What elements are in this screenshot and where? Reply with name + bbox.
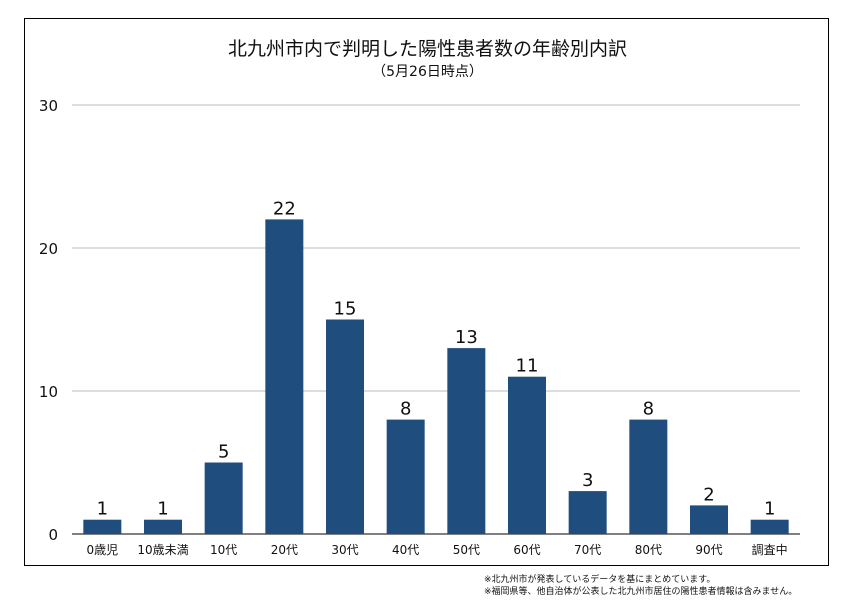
x-tick-label: 70代 [574, 543, 601, 557]
bar [144, 519, 182, 534]
data-label: 13 [455, 327, 478, 348]
bar [386, 419, 425, 534]
data-label: 2 [703, 484, 714, 505]
y-tick-label: 30 [39, 97, 58, 115]
x-tick-label: 10歳未満 [137, 543, 188, 557]
bar [265, 219, 304, 534]
chart-subtitle: （5月26日時点） [372, 64, 483, 80]
bar [750, 519, 789, 534]
x-tick-label: 30代 [331, 543, 358, 557]
bar [508, 376, 546, 534]
data-label: 8 [643, 399, 654, 420]
data-label: 11 [516, 356, 539, 377]
chart-title: 北九州市内で判明した陽性患者数の年齢別内訳 [227, 38, 627, 60]
x-tick-label: 20代 [271, 543, 298, 557]
x-tick-label: 0歳児 [87, 543, 119, 557]
y-tick-label: 0 [48, 526, 58, 544]
x-tick-label: 90代 [695, 543, 722, 557]
x-tick-label: 10代 [210, 543, 237, 557]
x-tick-label: 40代 [392, 543, 419, 557]
data-label: 1 [764, 499, 775, 520]
y-tick-label: 20 [39, 240, 58, 258]
bar [83, 519, 122, 534]
x-tick-label: 60代 [513, 543, 540, 557]
data-label: 1 [157, 499, 168, 520]
bar [326, 319, 364, 534]
footnote-2: ※福岡県等、他自治体が公表した北九州市居住の陽性患者情報は含みません。 [484, 587, 798, 597]
bar [629, 419, 668, 534]
data-label: 3 [582, 470, 593, 491]
bar [204, 462, 243, 534]
x-tick-label: 50代 [453, 543, 480, 557]
y-tick-label: 10 [39, 383, 58, 401]
data-label: 15 [334, 299, 357, 320]
bar [447, 348, 486, 534]
bar [690, 505, 728, 534]
footnote-1: ※北九州市が発表しているデータを基にまとめています。 [484, 575, 716, 585]
data-label: 5 [218, 442, 229, 463]
chart-frame [24, 18, 829, 566]
x-tick-label: 調査中 [752, 542, 788, 557]
data-label: 22 [273, 198, 296, 219]
data-label: 8 [400, 399, 411, 420]
data-label: 1 [97, 499, 108, 520]
bar [568, 491, 607, 534]
x-tick-label: 80代 [635, 543, 662, 557]
